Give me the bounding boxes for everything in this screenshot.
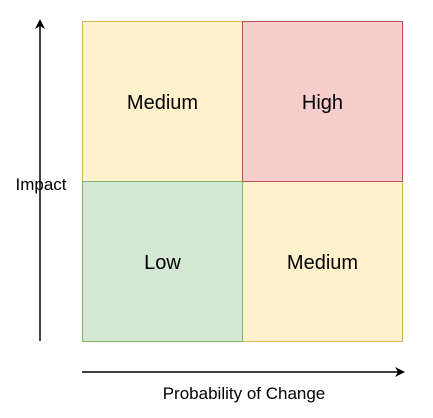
x-axis-label: Probability of Change — [163, 384, 326, 403]
quadrant-top-right — [242, 21, 403, 182]
quadrant-bottom-right — [242, 181, 403, 342]
quadrant-top-right-border — [242, 21, 403, 182]
quadrant-top-right-label: High — [302, 92, 343, 114]
quadrant-top-left-label: Medium — [127, 92, 198, 114]
quadrant-bottom-left-border — [82, 181, 243, 342]
quadrant-bottom-right-label: Medium — [287, 252, 358, 274]
quadrant-bottom-left-label: Low — [144, 252, 181, 274]
quadrant-bottom-left — [82, 181, 243, 342]
y-axis-label: Impact — [15, 175, 66, 194]
quadrant-top-left — [82, 21, 243, 182]
